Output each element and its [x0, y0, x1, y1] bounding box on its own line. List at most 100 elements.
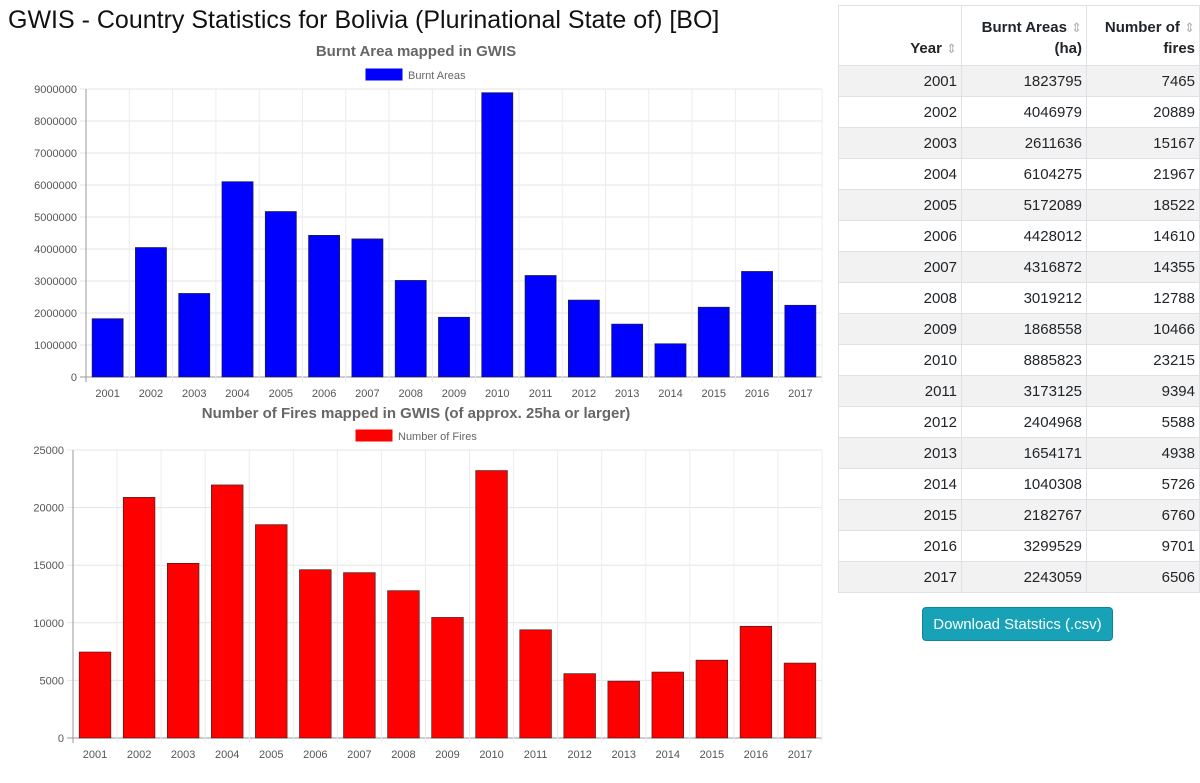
burnt-area-cell: 1823795: [961, 65, 1087, 97]
y-tick-label: 10000: [33, 618, 64, 630]
bar: [221, 181, 254, 378]
x-tick-label: 2006: [303, 749, 327, 761]
year-column-header[interactable]: Year ⇕: [838, 5, 962, 66]
fires-cell: 5726: [1086, 468, 1200, 500]
bar: [255, 524, 288, 739]
y-tick-label: 5000: [40, 675, 64, 687]
fires-cell: 9394: [1086, 375, 1200, 407]
bar: [607, 680, 640, 739]
x-tick-label: 2001: [83, 749, 107, 761]
y-tick-label: 8000000: [34, 116, 77, 128]
bar: [394, 280, 427, 378]
x-tick-label: 2003: [171, 749, 195, 761]
x-tick-label: 2011: [529, 388, 553, 400]
fires-cell: 18522: [1086, 189, 1200, 221]
y-tick-label: 4000000: [34, 244, 77, 256]
burnt-area-cell: 1654171: [961, 437, 1087, 469]
x-tick-label: 2012: [567, 749, 591, 761]
year-cell: 2016: [838, 530, 962, 562]
bar: [784, 304, 817, 378]
page-title: GWIS - Country Statistics for Bolivia (P…: [8, 6, 720, 34]
y-tick-label: 1000000: [34, 340, 77, 352]
statistics-table-container: Year ⇕ Burnt Areas ⇕ (ha) Number of ⇕ fi…: [838, 5, 1200, 593]
table-row: 2004 6104275 21967: [838, 158, 1200, 190]
bar: [519, 629, 552, 739]
download-csv-button[interactable]: Download Statstics (.csv): [922, 607, 1113, 641]
sort-arrows-icon[interactable]: ⇕: [1184, 20, 1195, 35]
x-tick-label: 2002: [139, 388, 163, 400]
bar: [739, 625, 773, 739]
bar: [343, 572, 376, 739]
fires-column-header[interactable]: Number of ⇕ fires: [1086, 5, 1200, 66]
year-cell: 2017: [838, 561, 962, 593]
table-row: 2003 2611636 15167: [838, 127, 1200, 159]
x-tick-label: 2017: [788, 388, 812, 400]
fires-cell: 9701: [1086, 530, 1200, 562]
x-tick-label: 2007: [355, 388, 379, 400]
chart-title: Burnt Area mapped in GWIS: [316, 43, 516, 60]
year-header-label: Year: [910, 40, 942, 57]
bar: [475, 470, 508, 739]
x-tick-label: 2014: [656, 749, 680, 761]
table-row: 2005 5172089 18522: [838, 189, 1200, 221]
year-cell: 2003: [838, 127, 962, 159]
year-cell: 2004: [838, 158, 962, 190]
burnt-area-chart: Burnt Area mapped in GWIS Burnt Areas 0 100…: [34, 43, 823, 400]
y-tick-label: 5000000: [34, 212, 77, 224]
x-tick-label: 2015: [702, 388, 726, 400]
x-tick-label: 2011: [524, 749, 548, 761]
y-tick-label: 6000000: [34, 180, 77, 192]
x-tick-label: 2008: [398, 388, 422, 400]
table-row: 2015 2182767 6760: [838, 499, 1200, 531]
x-tick-label: 2004: [215, 749, 239, 761]
statistics-table: Year ⇕ Burnt Areas ⇕ (ha) Number of ⇕ fi…: [838, 5, 1200, 593]
bar: [299, 569, 332, 739]
table-row: 2016 3299529 9701: [838, 530, 1200, 562]
y-tick-label: 15000: [33, 560, 64, 572]
burnt-header-label-line1: Burnt Areas: [981, 19, 1067, 36]
x-tick-label: 2001: [95, 388, 119, 400]
bar: [741, 271, 773, 378]
x-tick-label: 2016: [745, 388, 769, 400]
x-tick-label: 2008: [391, 749, 415, 761]
fires-cell: 14355: [1086, 251, 1200, 283]
burnt-area-cell: 4316872: [961, 251, 1087, 283]
burnt-area-cell: 3173125: [961, 375, 1087, 407]
x-tick-label: 2013: [615, 388, 639, 400]
table-row: 2012 2404968 5588: [838, 406, 1200, 438]
bar: [563, 673, 596, 739]
bar: [211, 484, 244, 739]
bar: [264, 211, 297, 378]
bar: [611, 323, 644, 378]
fires-cell: 7465: [1086, 65, 1200, 97]
year-cell: 2015: [838, 499, 962, 531]
burnt-area-cell: 3299529: [961, 530, 1087, 562]
burnt-area-cell: 4428012: [961, 220, 1087, 252]
fires-chart: Number of Fires mapped in GWIS (of appro…: [33, 405, 823, 761]
sort-arrows-icon[interactable]: ⇕: [946, 41, 957, 56]
sort-arrows-icon[interactable]: ⇕: [1071, 20, 1082, 35]
bar: [178, 293, 211, 378]
year-cell: 2012: [838, 406, 962, 438]
burnt-area-cell: 3019212: [961, 282, 1087, 314]
burnt-areas-column-header[interactable]: Burnt Areas ⇕ (ha): [961, 5, 1087, 66]
year-cell: 2006: [838, 220, 962, 252]
x-tick-label: 2017: [788, 749, 812, 761]
burnt-area-cell: 2611636: [961, 127, 1087, 159]
fires-cell: 21967: [1086, 158, 1200, 190]
table-header-row: Year ⇕ Burnt Areas ⇕ (ha) Number of ⇕ fi…: [838, 5, 1200, 66]
x-tick-label: 2006: [312, 388, 336, 400]
y-tick-label: 2000000: [34, 308, 77, 320]
bar: [308, 235, 341, 378]
fires-cell: 14610: [1086, 220, 1200, 252]
y-tick-label: 25000: [33, 445, 64, 457]
y-tick-label: 0: [71, 372, 77, 384]
fires-cell: 23215: [1086, 344, 1200, 376]
bar: [387, 590, 420, 739]
x-tick-label: 2004: [225, 388, 249, 400]
burnt-area-cell: 2243059: [961, 561, 1087, 593]
x-tick-label: 2015: [700, 749, 724, 761]
y-tick-label: 3000000: [34, 276, 77, 288]
bar: [567, 299, 600, 378]
table-row: 2001 1823795 7465: [838, 65, 1200, 97]
